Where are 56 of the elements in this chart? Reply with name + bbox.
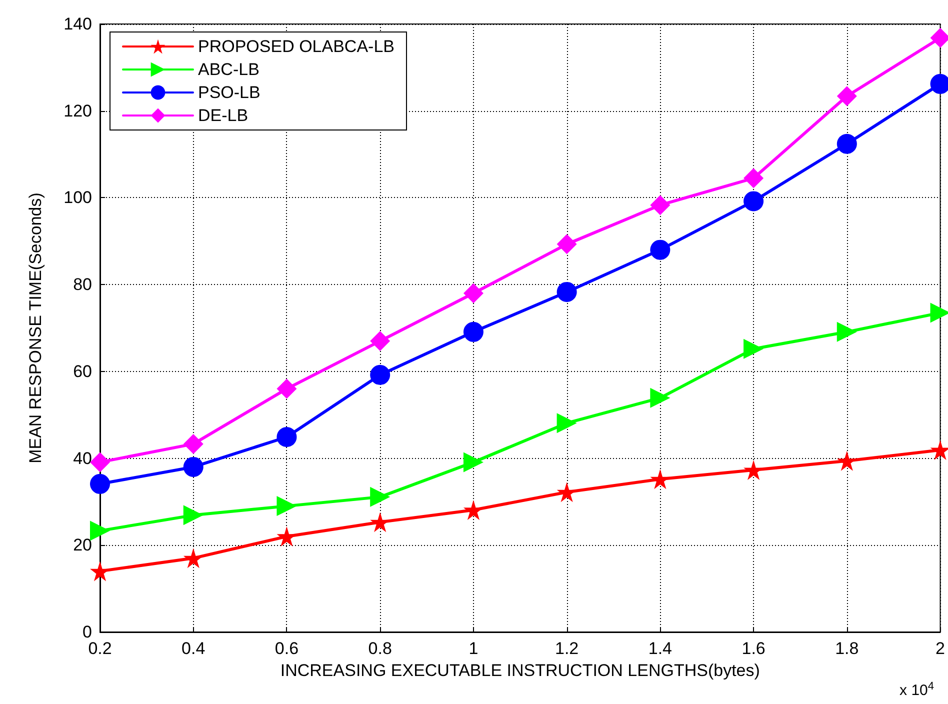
point xyxy=(370,331,390,352)
y-tick-label: 60 xyxy=(73,362,92,381)
x-tick-label: 1.8 xyxy=(835,639,859,658)
y-tick-label: 100 xyxy=(64,188,92,208)
point xyxy=(556,234,577,254)
point xyxy=(836,134,857,154)
x-tick-label: 0.6 xyxy=(274,639,299,658)
legend-label: PSO-LB xyxy=(198,83,260,102)
point xyxy=(183,505,204,526)
legend-label: DE-LB xyxy=(198,106,248,125)
x-tick-label: 0.2 xyxy=(88,639,112,658)
x-axis-title: INCREASING EXECUTABLE INSTRUCTION LENGTHS(bytes) xyxy=(280,661,760,680)
point xyxy=(836,322,857,342)
y-tick-label: 80 xyxy=(73,275,92,294)
y-tick-label: 140 xyxy=(64,14,92,34)
legend-label: PROPOSED OLABCA-LB xyxy=(198,37,395,56)
x-tick-label: 1.6 xyxy=(742,639,766,658)
point xyxy=(744,191,764,212)
point xyxy=(650,388,670,408)
point xyxy=(650,195,670,216)
x-tick-label: 1 xyxy=(468,639,478,658)
point xyxy=(556,413,577,434)
point xyxy=(90,474,110,494)
point xyxy=(276,496,297,516)
legend-label: ABC-LB xyxy=(198,60,260,79)
y-tick-label: 20 xyxy=(73,536,92,555)
point xyxy=(183,456,204,477)
y-tick-label: 40 xyxy=(73,448,92,468)
point xyxy=(650,469,670,490)
point xyxy=(744,168,764,188)
x-tick-label: 1.4 xyxy=(648,639,672,658)
x-tick-label: 0.8 xyxy=(368,639,392,658)
point xyxy=(556,282,577,302)
y-tick-label: 0 xyxy=(82,622,92,642)
point xyxy=(276,378,297,399)
x-tick-label: 0.4 xyxy=(182,639,206,658)
point xyxy=(370,364,390,385)
x-tick-label: 1.2 xyxy=(555,639,579,658)
point xyxy=(370,512,390,532)
point xyxy=(744,338,764,359)
x-tick-label: 2 xyxy=(936,639,946,658)
point xyxy=(276,427,297,447)
point xyxy=(183,434,204,454)
point xyxy=(90,452,110,472)
point xyxy=(463,452,484,472)
point xyxy=(90,520,110,541)
point xyxy=(183,548,204,568)
point xyxy=(463,322,484,342)
point xyxy=(90,561,110,582)
point xyxy=(744,460,764,480)
point xyxy=(836,86,857,106)
y-tick-label: 120 xyxy=(64,101,92,120)
point xyxy=(370,486,390,507)
y-axis-title: MEAN RESPONSE TIME(Seconds) xyxy=(26,192,45,464)
point xyxy=(463,283,484,304)
point xyxy=(650,240,670,260)
